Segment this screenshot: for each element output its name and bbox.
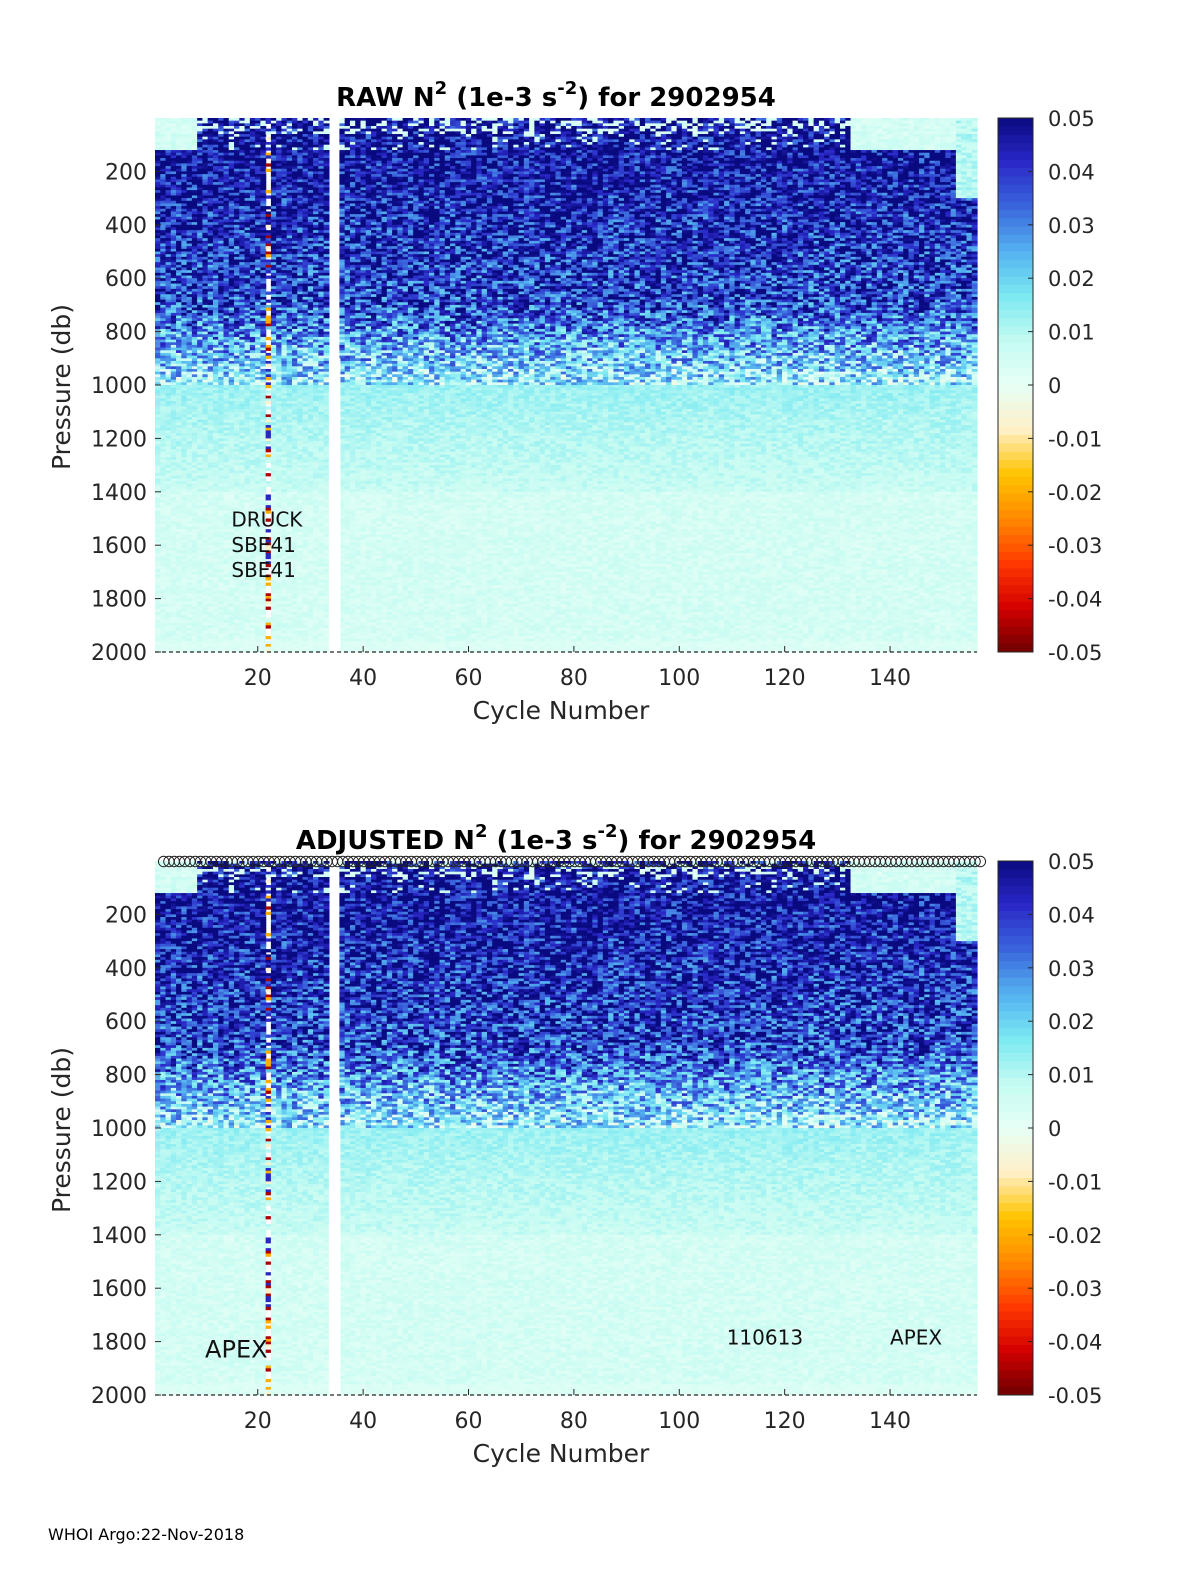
chart-panel-1: 20 40 60 80 100 120 14020040060080010001200140… [47,78,1102,725]
